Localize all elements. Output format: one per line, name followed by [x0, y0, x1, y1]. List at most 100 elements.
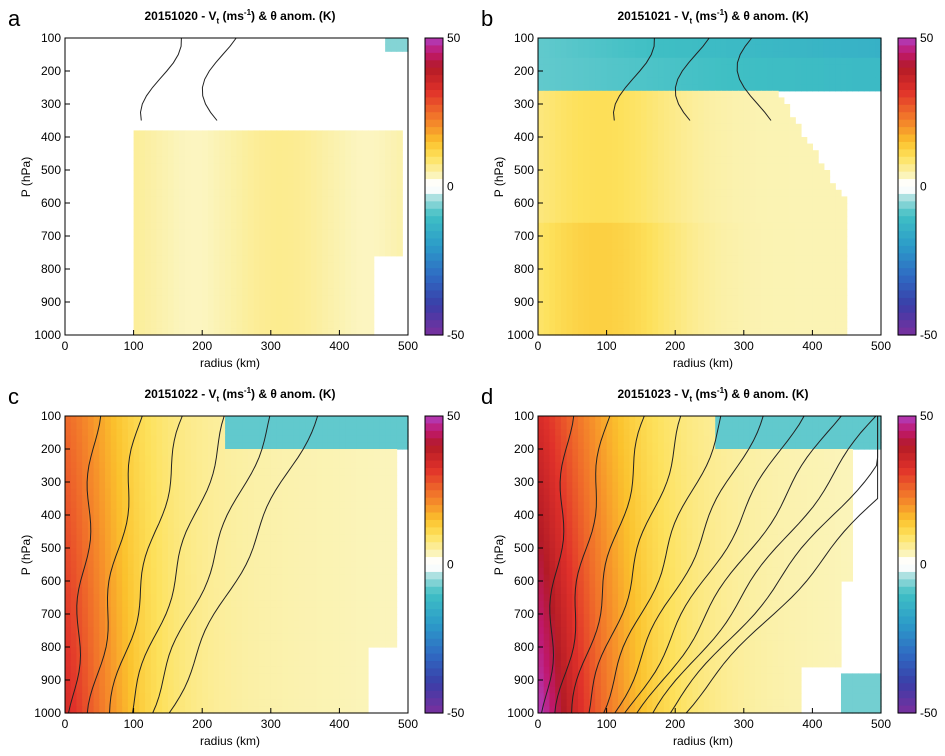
- heatmap-cell: [692, 150, 699, 158]
- heatmap-cell: [618, 229, 625, 237]
- heatmap-cell: [247, 315, 255, 323]
- heatmap-cell: [162, 442, 169, 450]
- heatmap-cell: [379, 222, 386, 230]
- heatmap-cell: [293, 209, 300, 217]
- heatmap-cell: [362, 196, 369, 204]
- heatmap-cell: [390, 222, 398, 230]
- heatmap-cell: [806, 163, 813, 171]
- heatmap-cell: [339, 328, 346, 336]
- heatmap-cell: [618, 90, 625, 98]
- heatmap-cell: [162, 515, 169, 523]
- heatmap-cell: [640, 288, 648, 296]
- heatmap-cell: [345, 449, 352, 457]
- heatmap-cell: [606, 123, 613, 131]
- heatmap-cell: [367, 488, 375, 496]
- heatmap-cell: [253, 222, 260, 230]
- heatmap-cell: [732, 156, 739, 164]
- heatmap-cell: [560, 203, 568, 211]
- heatmap-cell: [373, 222, 381, 230]
- heatmap-cell: [698, 137, 705, 145]
- heatmap-cell: [367, 455, 375, 463]
- colorbar-cell: [425, 208, 443, 217]
- heatmap-cell: [543, 209, 551, 217]
- heatmap-cell: [259, 130, 266, 138]
- heatmap-cell: [282, 435, 289, 443]
- heatmap-cell: [755, 156, 762, 164]
- heatmap-cell: [663, 189, 671, 197]
- heatmap-cell: [835, 203, 842, 211]
- heatmap-cell: [772, 57, 779, 65]
- heatmap-cell: [259, 222, 266, 230]
- heatmap-cell: [310, 521, 318, 529]
- heatmap-cell: [595, 236, 602, 244]
- colorbar-cell: [898, 216, 916, 225]
- heatmap-cell: [692, 321, 699, 329]
- heatmap-cell: [327, 495, 335, 503]
- heatmap-cell: [549, 236, 556, 244]
- heatmap-cell: [720, 64, 728, 72]
- heatmap-cell: [783, 57, 791, 65]
- heatmap-cell: [339, 163, 346, 171]
- heatmap-cell: [806, 249, 813, 257]
- heatmap-cell: [760, 110, 768, 118]
- heatmap-cell: [242, 137, 249, 145]
- heatmap-cell: [589, 328, 596, 336]
- heatmap-cell: [692, 269, 699, 277]
- heatmap-cell: [396, 242, 403, 250]
- heatmap-cell: [789, 64, 796, 72]
- heatmap-cell: [367, 222, 375, 230]
- heatmap-cell: [145, 295, 152, 303]
- heatmap-cell: [139, 150, 146, 158]
- heatmap-cell: [150, 508, 158, 516]
- heatmap-cell: [287, 475, 295, 483]
- heatmap-cell: [276, 196, 283, 204]
- heatmap-cell: [560, 308, 568, 316]
- heatmap-cell: [743, 216, 751, 224]
- heatmap-cell: [305, 315, 312, 323]
- heatmap-cell: [652, 282, 659, 290]
- heatmap-cell: [299, 308, 306, 316]
- heatmap-cell: [789, 71, 796, 79]
- heatmap-cell: [350, 262, 358, 270]
- heatmap-cell: [835, 321, 842, 329]
- heatmap-cell: [293, 315, 300, 323]
- heatmap-cell: [549, 57, 556, 65]
- heatmap-cell: [390, 229, 398, 237]
- heatmap-cell: [783, 170, 791, 178]
- heatmap-cell: [293, 236, 300, 244]
- heatmap-cell: [242, 229, 249, 237]
- heatmap-cell: [578, 77, 585, 85]
- heatmap-cell: [185, 429, 192, 437]
- heatmap-cell: [583, 269, 591, 277]
- heatmap-cell: [738, 209, 745, 217]
- heatmap-cell: [783, 137, 791, 145]
- heatmap-cell: [339, 209, 346, 217]
- heatmap-cell: [572, 189, 579, 197]
- heatmap-cell: [356, 501, 363, 509]
- heatmap-cell: [560, 123, 568, 131]
- heatmap-cell: [692, 189, 699, 197]
- heatmap-cell: [225, 468, 232, 476]
- heatmap-cell: [293, 242, 300, 250]
- heatmap-cell: [618, 249, 625, 257]
- heatmap-cell: [139, 262, 146, 270]
- heatmap-cell: [732, 183, 739, 191]
- heatmap-cell: [276, 249, 283, 257]
- heatmap-cell: [253, 482, 260, 490]
- heatmap-cell: [555, 189, 562, 197]
- heatmap-cell: [726, 275, 733, 283]
- panel-b: 100 200 300 400 500 600 700 800 900 1000 0 100 200 30…: [473, 0, 945, 378]
- heatmap-cell: [185, 176, 192, 184]
- heatmap-cell: [652, 189, 659, 197]
- heatmap-cell: [333, 435, 340, 443]
- heatmap-cell: [675, 44, 682, 52]
- heatmap-cell: [213, 508, 220, 516]
- heatmap-cell: [270, 295, 278, 303]
- heatmap-cell: [162, 302, 169, 310]
- heatmap-cell: [265, 137, 272, 145]
- colorbar-cell: [898, 134, 916, 143]
- heatmap-cell: [766, 110, 773, 118]
- heatmap-cell: [629, 302, 636, 310]
- heatmap-cell: [538, 269, 545, 277]
- heatmap-cell: [299, 163, 306, 171]
